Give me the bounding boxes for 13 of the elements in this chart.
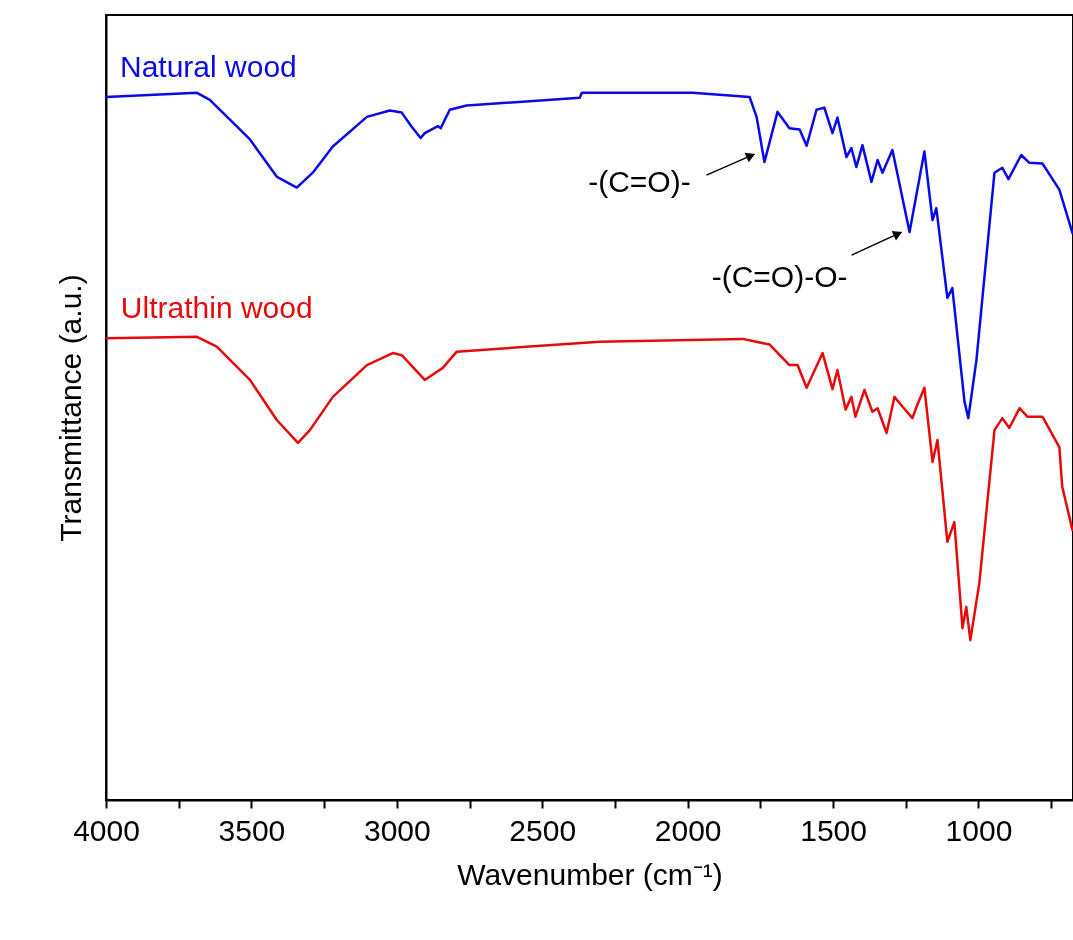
x-tick-label: 1000 (945, 813, 1013, 847)
x-tick-label: 3500 (218, 813, 286, 847)
y-axis-title: Transmittance (a.u.) (53, 274, 87, 542)
x-tick-label: 3000 (363, 813, 431, 847)
x-tick-label: 2500 (509, 813, 577, 847)
series-label: Natural wood (120, 50, 297, 84)
series-label: Ultrathin wood (120, 291, 313, 325)
x-axis-title: Wavenumber (cm⁻¹) (457, 857, 723, 891)
x-tick-label: 2000 (654, 813, 722, 847)
annotation: -(C=O)- (588, 165, 691, 199)
x-tick-label: 4000 (73, 813, 140, 847)
annotation: -(C=O)-O- (711, 260, 848, 294)
x-tick-label: 1500 (800, 813, 867, 847)
